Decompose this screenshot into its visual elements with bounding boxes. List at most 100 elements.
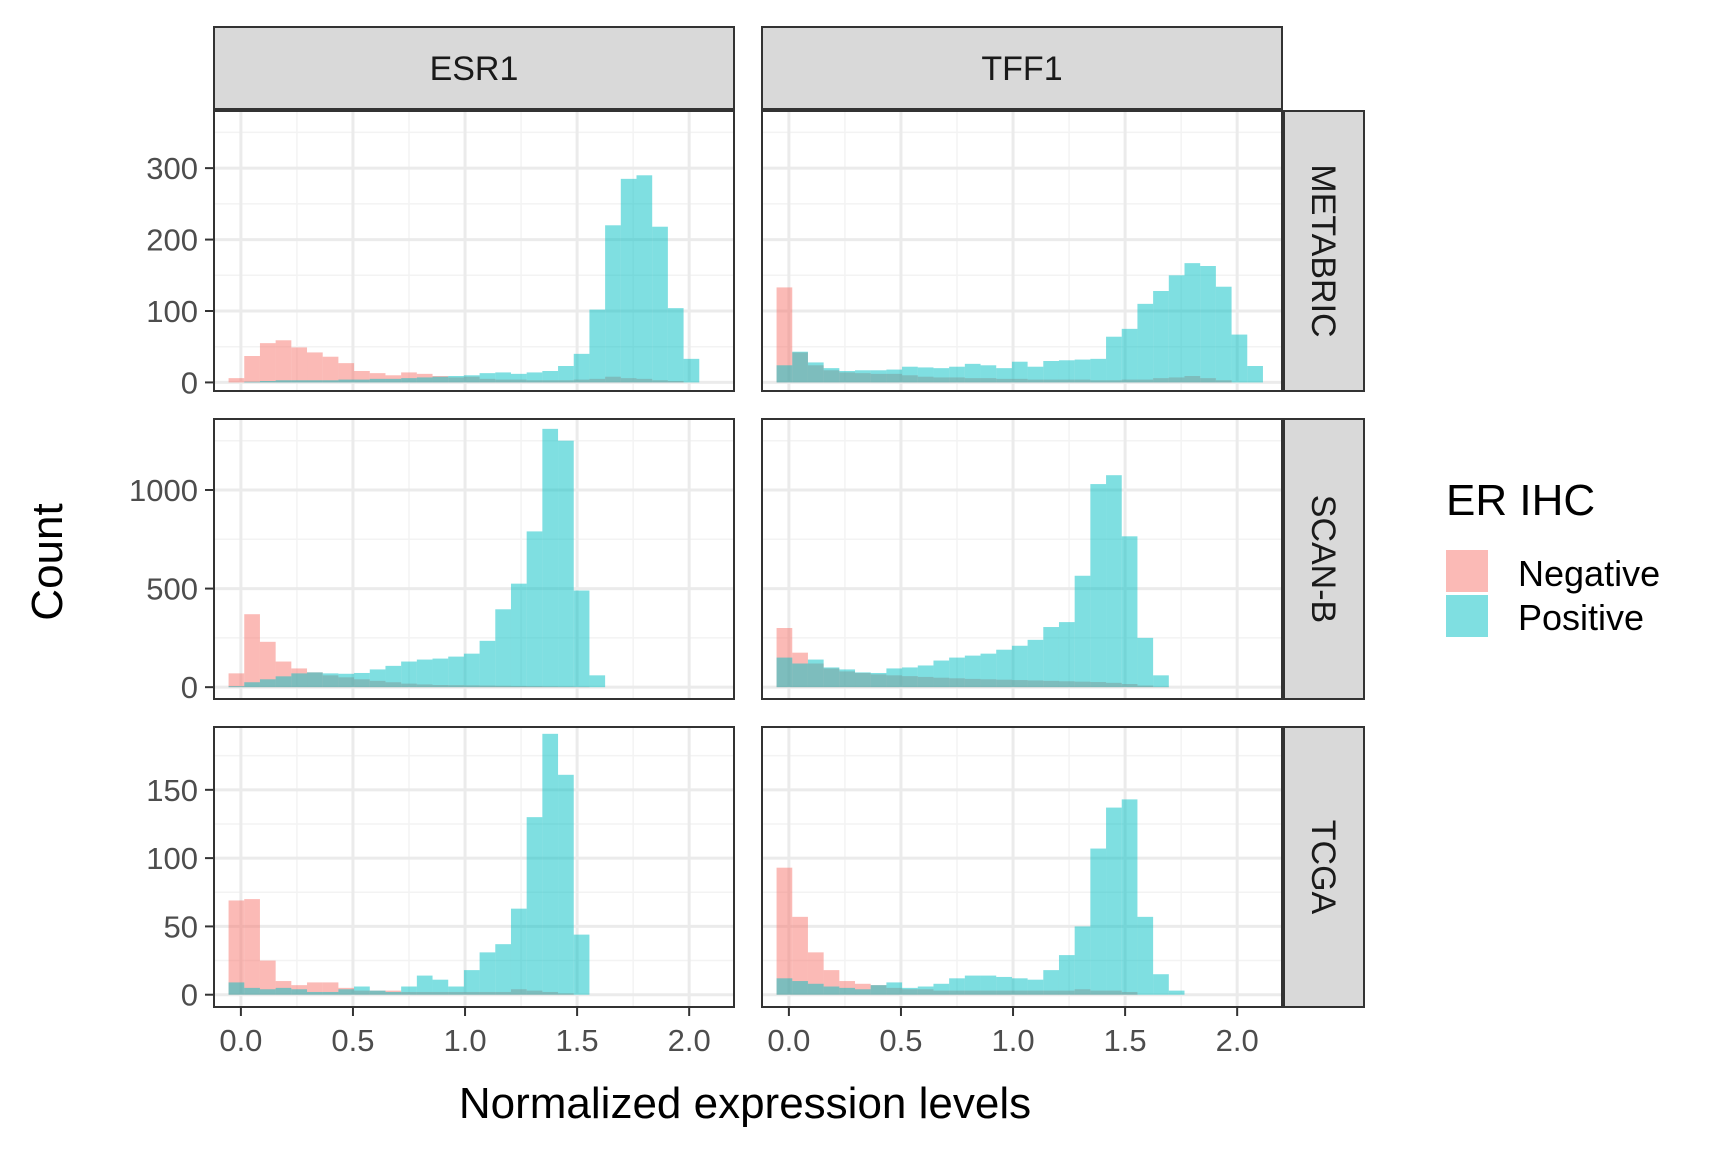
strip-background [1283, 418, 1365, 700]
bar [886, 982, 903, 995]
bar [776, 287, 793, 383]
bar [1058, 360, 1075, 383]
bar [949, 978, 965, 995]
bar [401, 378, 417, 383]
strip-scan-b: SCAN-B [1283, 418, 1365, 700]
x-tick-label: 1.5 [1104, 1023, 1147, 1058]
bar [776, 657, 793, 688]
bar [558, 440, 574, 688]
bar [322, 673, 339, 688]
bar [275, 340, 292, 383]
bar [1090, 848, 1107, 995]
legend-key-positive [1446, 595, 1488, 637]
bar [792, 981, 808, 995]
bar [886, 369, 903, 383]
strip-label: TFF1 [981, 50, 1062, 88]
bar [526, 817, 543, 995]
bar [448, 376, 464, 383]
bar [307, 352, 323, 383]
bar [980, 975, 997, 995]
bar [573, 353, 590, 383]
bar [495, 944, 511, 995]
bar [949, 366, 965, 383]
bar [259, 989, 276, 995]
bar [558, 366, 574, 383]
panel-background [762, 727, 1282, 1007]
bar [964, 655, 981, 688]
bar [652, 226, 668, 383]
legend-label-negative: Negative [1518, 553, 1660, 594]
bar [996, 368, 1012, 383]
bar [432, 979, 449, 995]
series-positive [776, 799, 1185, 995]
bar [776, 365, 793, 383]
series-positive [776, 263, 1263, 383]
bar [432, 658, 449, 688]
bar [839, 669, 856, 688]
panel-border [761, 418, 1283, 700]
bar [416, 377, 433, 383]
bar [792, 351, 808, 383]
bar [385, 665, 402, 688]
bar [542, 428, 559, 688]
strip-metabric: METABRIC [1283, 110, 1365, 392]
bar [322, 356, 339, 383]
panel-background [214, 419, 734, 699]
series-positive [244, 175, 700, 383]
x-tick-label: 0.0 [767, 1023, 810, 1058]
bar [275, 987, 292, 995]
x-axis-esr1: 0.0 0.5 1.0 1.5 2.0 [219, 1007, 711, 1058]
bar [855, 989, 871, 995]
bar [244, 356, 260, 383]
bar [275, 676, 292, 688]
bar [823, 986, 840, 995]
bar [542, 733, 559, 995]
bar [416, 975, 433, 995]
x-tick-label: 1.5 [556, 1023, 599, 1058]
series-positive [228, 733, 590, 995]
bar [291, 347, 308, 383]
y-tick-label: 0 [181, 365, 198, 400]
bar [322, 991, 339, 995]
bar [605, 225, 621, 383]
bar [338, 673, 355, 688]
bar [589, 309, 606, 383]
strip-tcga: TCGA [1283, 726, 1365, 1008]
bar [1043, 361, 1059, 383]
bar [416, 659, 433, 688]
y-axis-tcga: 0 50 100 150 [146, 773, 214, 1013]
strip-background [1283, 110, 1365, 392]
y-tick-label: 150 [146, 773, 198, 808]
facet-strips: ESR1 TFF1 METABRIC SCAN-B TCGA [213, 26, 1365, 1008]
bar [964, 975, 981, 995]
bar [636, 175, 653, 383]
bar [322, 380, 339, 383]
bar [839, 371, 856, 383]
bar [573, 590, 590, 688]
bar [1215, 286, 1232, 383]
bar [870, 370, 887, 383]
bar [996, 976, 1012, 995]
bar [807, 983, 824, 995]
bar [870, 672, 887, 688]
bar [401, 372, 417, 383]
bar [307, 380, 323, 383]
bar [1121, 328, 1138, 383]
bar [244, 614, 260, 688]
strip-label: METABRIC [1304, 164, 1342, 337]
bar [917, 986, 934, 995]
bar [510, 908, 527, 995]
bar [228, 686, 245, 688]
bar [1137, 303, 1154, 383]
strip-background [1283, 726, 1365, 1008]
bar [589, 675, 606, 688]
y-axis-title: Count [23, 503, 72, 620]
bar [1027, 639, 1044, 688]
bar [448, 986, 464, 995]
bar [902, 366, 918, 383]
strip-background [761, 26, 1283, 110]
x-tick-label: 1.0 [991, 1023, 1034, 1058]
bar [1011, 361, 1028, 383]
bar [917, 367, 934, 383]
